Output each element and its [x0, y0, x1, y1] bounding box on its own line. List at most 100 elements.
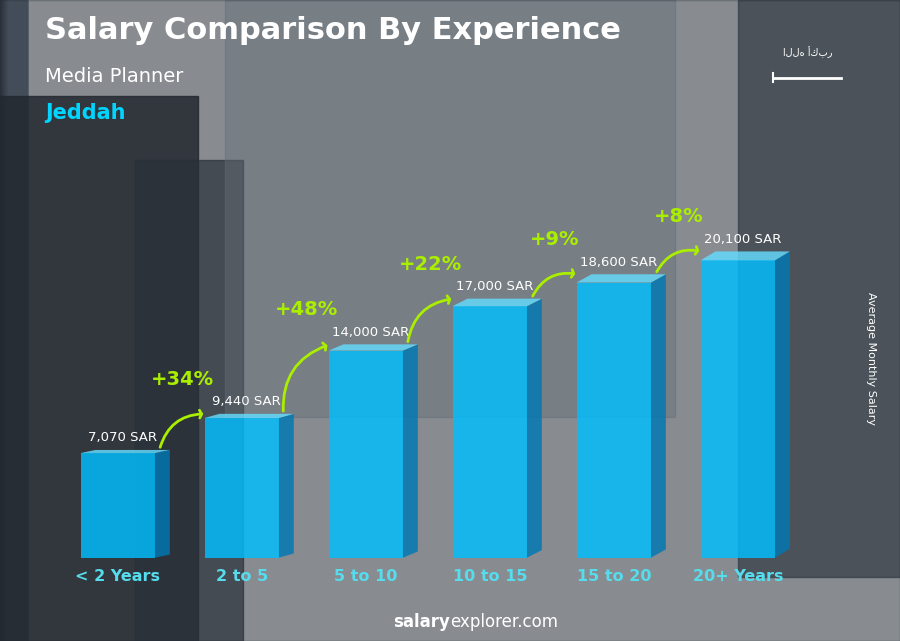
- Bar: [9, 0, 27, 641]
- Bar: [7, 0, 25, 641]
- Bar: [4, 0, 22, 641]
- Bar: [4, 0, 22, 641]
- Bar: [4, 0, 22, 641]
- Bar: [0, 0, 18, 641]
- Bar: [5, 0, 23, 641]
- Polygon shape: [651, 274, 666, 558]
- Bar: [2, 0, 20, 641]
- Bar: [4, 0, 22, 641]
- Polygon shape: [155, 450, 170, 558]
- Bar: [3, 0, 21, 641]
- Text: +8%: +8%: [654, 208, 704, 226]
- Bar: [7, 0, 25, 641]
- Bar: [0, 0, 18, 641]
- Bar: [7, 0, 25, 641]
- Text: Media Planner: Media Planner: [45, 67, 184, 87]
- Bar: [4, 0, 22, 641]
- Bar: [4, 0, 22, 641]
- Bar: [8, 0, 26, 641]
- Text: Average Monthly Salary: Average Monthly Salary: [866, 292, 877, 426]
- Bar: [2, 0, 20, 641]
- Bar: [5, 0, 23, 641]
- Bar: [9, 0, 27, 641]
- Bar: [5, 0, 23, 641]
- Bar: [4, 0, 22, 641]
- Bar: [6, 0, 24, 641]
- Bar: [3, 0, 21, 641]
- Bar: [4, 0, 22, 641]
- Bar: [4, 0, 22, 641]
- Bar: [1, 0, 19, 641]
- Bar: [2, 0, 20, 641]
- Text: Salary Comparison By Experience: Salary Comparison By Experience: [45, 16, 621, 45]
- Bar: [7, 0, 25, 641]
- Bar: [5, 0, 23, 641]
- Bar: [1, 0, 19, 641]
- Bar: [8, 0, 26, 641]
- Bar: [3, 0, 21, 641]
- Bar: [1, 0, 19, 641]
- Polygon shape: [775, 251, 790, 558]
- Polygon shape: [204, 418, 279, 558]
- Bar: [2, 0, 20, 641]
- Polygon shape: [453, 299, 542, 306]
- Polygon shape: [577, 274, 666, 283]
- Polygon shape: [403, 344, 418, 558]
- Bar: [5, 0, 23, 641]
- Polygon shape: [700, 260, 775, 558]
- Polygon shape: [453, 306, 527, 558]
- Bar: [5, 0, 23, 641]
- Bar: [5, 0, 23, 641]
- Bar: [6, 0, 24, 641]
- Bar: [1, 0, 19, 641]
- Bar: [2, 0, 20, 641]
- Polygon shape: [80, 453, 155, 558]
- Bar: [4, 0, 22, 641]
- Bar: [8, 0, 26, 641]
- Bar: [8, 0, 26, 641]
- Text: explorer.com: explorer.com: [450, 613, 558, 631]
- Bar: [1, 0, 19, 641]
- Bar: [7, 0, 25, 641]
- Bar: [0, 0, 18, 641]
- Bar: [2, 0, 20, 641]
- Bar: [738, 0, 900, 577]
- Bar: [4, 0, 22, 641]
- Bar: [0, 0, 18, 641]
- Bar: [3, 0, 22, 641]
- Bar: [6, 0, 24, 641]
- Text: 7,070 SAR: 7,070 SAR: [87, 431, 157, 444]
- Bar: [0, 0, 18, 641]
- Bar: [6, 0, 24, 641]
- Text: 17,000 SAR: 17,000 SAR: [455, 280, 533, 293]
- Text: 9,440 SAR: 9,440 SAR: [212, 395, 281, 408]
- Bar: [2, 0, 20, 641]
- Bar: [1, 0, 19, 641]
- Bar: [3, 0, 21, 641]
- Bar: [3, 0, 21, 641]
- Bar: [7, 0, 25, 641]
- Text: 18,600 SAR: 18,600 SAR: [580, 256, 657, 269]
- Bar: [4, 0, 22, 641]
- Bar: [4, 0, 22, 641]
- Bar: [2, 0, 20, 641]
- Bar: [4, 0, 22, 641]
- Bar: [225, 0, 675, 417]
- Bar: [7, 0, 25, 641]
- Bar: [7, 0, 25, 641]
- Bar: [4, 0, 22, 641]
- Bar: [3, 0, 21, 641]
- Bar: [4, 0, 22, 641]
- Polygon shape: [279, 414, 293, 558]
- Bar: [3, 0, 21, 641]
- Bar: [0, 96, 198, 641]
- Bar: [8, 0, 26, 641]
- Bar: [4, 0, 22, 641]
- Bar: [6, 0, 24, 641]
- Bar: [8, 0, 26, 641]
- Bar: [6, 0, 24, 641]
- Bar: [8, 0, 27, 641]
- Text: +22%: +22%: [399, 254, 463, 274]
- Bar: [7, 0, 25, 641]
- Polygon shape: [328, 351, 403, 558]
